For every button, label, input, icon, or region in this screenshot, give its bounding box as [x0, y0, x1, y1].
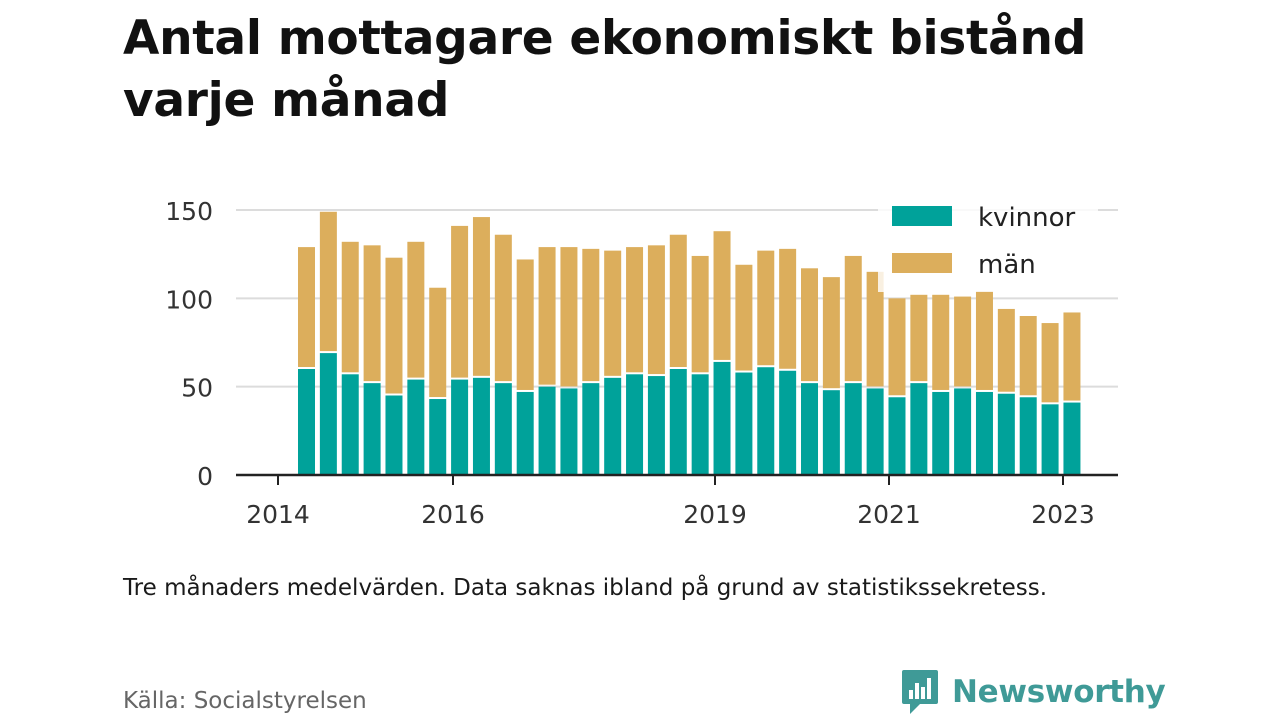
bar-kvinnor	[560, 388, 578, 475]
bar-man	[888, 298, 906, 396]
bar-kvinnor	[604, 377, 622, 475]
bar-kvinnor	[910, 383, 928, 475]
bar-kvinnor	[757, 367, 775, 475]
bar-man	[975, 291, 993, 390]
bar-man	[691, 255, 709, 373]
bar-kvinnor	[1019, 397, 1037, 475]
bar-man	[626, 247, 644, 373]
bar-man	[385, 257, 403, 394]
bar-man	[1019, 316, 1037, 396]
bar-kvinnor	[1063, 402, 1081, 475]
bar-kvinnor	[407, 379, 425, 475]
y-tick-label: 150	[165, 197, 213, 226]
bar-kvinnor	[844, 383, 862, 475]
bar-man	[997, 308, 1015, 392]
bar-kvinnor	[932, 391, 950, 475]
bar-man	[560, 247, 578, 387]
bar-kvinnor	[319, 353, 337, 475]
x-tick-label: 2019	[683, 500, 747, 529]
bar-kvinnor	[801, 383, 819, 475]
bar-man	[757, 250, 775, 366]
x-tick-label: 2014	[246, 500, 310, 529]
bar-man	[604, 250, 622, 376]
bar-kvinnor	[975, 391, 993, 475]
y-tick-label: 0	[197, 462, 213, 491]
bar-kvinnor	[451, 379, 469, 475]
bar-man	[932, 294, 950, 390]
bar-man	[844, 255, 862, 382]
bar-kvinnor	[713, 361, 731, 475]
stacked-bar-chart: 0 50 100 150 2014 2016 2019 2021 2023 kvinnor mä…	[165, 194, 1118, 529]
bar-man	[538, 247, 556, 385]
bar-kvinnor	[341, 374, 359, 475]
bar-man	[669, 234, 687, 367]
bar-kvinnor	[735, 372, 753, 475]
bar-kvinnor	[582, 383, 600, 475]
bar-man	[451, 225, 469, 378]
bar-man	[647, 245, 665, 375]
bar-man	[429, 287, 447, 398]
newsworthy-logo-icon	[902, 670, 938, 714]
newsworthy-logo: Newsworthy	[900, 668, 1166, 716]
bar-man	[298, 247, 315, 367]
bar-kvinnor	[691, 374, 709, 475]
bar-kvinnor	[822, 390, 840, 475]
legend: kvinnor män	[878, 194, 1098, 292]
bar-man	[494, 234, 512, 382]
bar-kvinnor	[997, 393, 1015, 475]
legend-label-kvinnor: kvinnor	[978, 203, 1076, 233]
bar-kvinnor	[888, 397, 906, 475]
bar-man	[910, 294, 928, 382]
legend-swatch-kvinnor	[892, 206, 952, 226]
bar-kvinnor	[866, 388, 884, 475]
bar-man	[713, 231, 731, 360]
bar-kvinnor	[298, 369, 315, 475]
bar-kvinnor	[779, 370, 797, 475]
x-axis: 2014 2016 2019 2021 2023	[236, 473, 1118, 529]
bar-man	[472, 217, 490, 376]
y-tick-label: 100	[165, 285, 213, 314]
bar-man	[363, 245, 381, 382]
x-tick-label: 2021	[857, 500, 921, 529]
bar-man	[954, 296, 972, 387]
bar-kvinnor	[429, 399, 447, 475]
bar-kvinnor	[1041, 404, 1059, 475]
x-tick-label: 2016	[421, 500, 485, 529]
bar-kvinnor	[538, 386, 556, 475]
bar-kvinnor	[363, 383, 381, 475]
bar-kvinnor	[516, 391, 534, 475]
chart-note: Tre månaders medelvärden. Data saknas ib…	[123, 575, 1048, 601]
y-axis-ticks: 0 50 100 150	[165, 197, 213, 491]
bar-kvinnor	[626, 374, 644, 475]
bar-man	[407, 241, 425, 378]
bar-kvinnor	[472, 377, 490, 475]
brand-name: Newsworthy	[952, 674, 1166, 710]
bar-man	[516, 259, 534, 390]
source-label: Källa: Socialstyrelsen	[123, 688, 367, 714]
bar-kvinnor	[669, 369, 687, 475]
bar-man	[319, 211, 337, 352]
bar-man	[1063, 312, 1081, 401]
bar-man	[801, 268, 819, 382]
bar-man	[779, 248, 797, 369]
bar-kvinnor	[954, 388, 972, 475]
bar-man	[1041, 323, 1059, 403]
bar-man	[822, 277, 840, 389]
bar-kvinnor	[494, 383, 512, 475]
bar-kvinnor	[385, 395, 403, 475]
x-tick-label: 2023	[1031, 500, 1095, 529]
legend-swatch-man	[892, 253, 952, 273]
bar-man	[866, 271, 884, 387]
chart-title: Antal mottagare ekonomiskt bistånd varje…	[123, 11, 1087, 128]
bar-kvinnor	[647, 376, 665, 475]
bar-man	[582, 248, 600, 382]
legend-label-man: män	[978, 250, 1036, 280]
bar-man	[341, 241, 359, 373]
bar-man	[735, 264, 753, 371]
y-tick-label: 50	[181, 374, 213, 403]
bars	[298, 211, 1081, 475]
